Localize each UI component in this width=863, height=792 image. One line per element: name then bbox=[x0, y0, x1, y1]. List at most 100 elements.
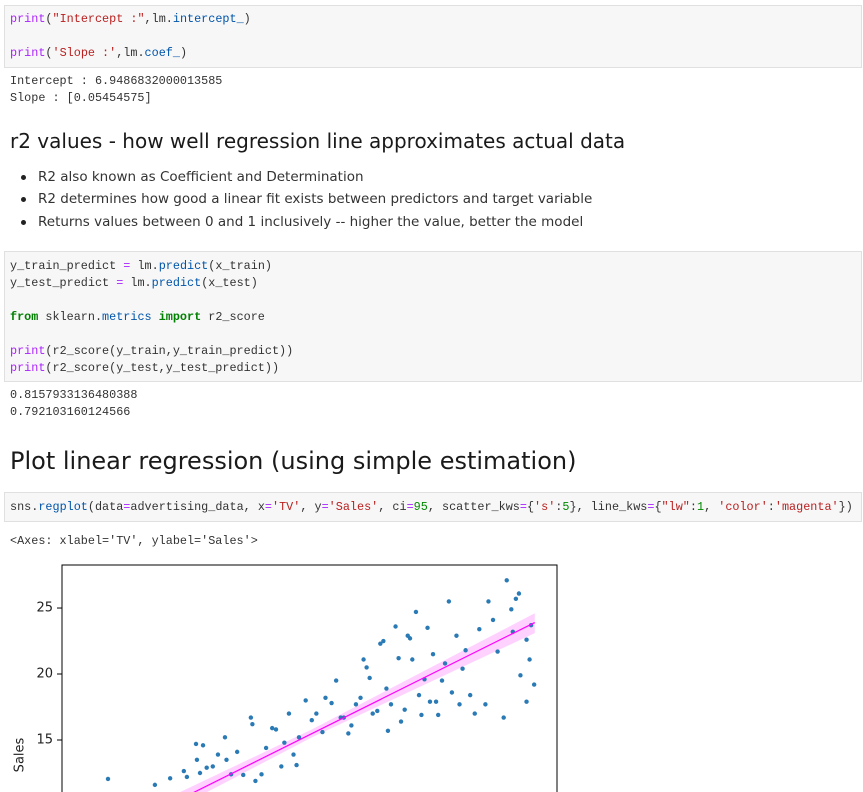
scatter-point bbox=[375, 708, 380, 714]
code-token: , bbox=[704, 500, 719, 514]
scatter-point bbox=[184, 774, 190, 780]
scatter-point bbox=[167, 776, 173, 781]
scatter-point bbox=[396, 655, 401, 661]
scatter-point bbox=[320, 729, 325, 735]
scatter-point bbox=[253, 778, 258, 784]
scatter-point bbox=[329, 700, 334, 706]
scatter-point bbox=[353, 702, 359, 707]
scatter-point bbox=[241, 772, 246, 778]
code-token: (x_test) bbox=[201, 276, 258, 290]
scatter-point bbox=[483, 702, 488, 707]
scatter-point bbox=[509, 607, 514, 612]
scatter-point bbox=[486, 599, 491, 604]
scatter-point bbox=[215, 752, 221, 757]
scatter-point bbox=[193, 741, 199, 747]
code-cell bbox=[4, 5, 862, 68]
confidence-band bbox=[180, 613, 535, 792]
scatter-point bbox=[467, 692, 473, 698]
scatter-point bbox=[407, 636, 413, 641]
code-token: lm. bbox=[130, 259, 159, 273]
scatter-point bbox=[296, 735, 302, 740]
scatter-point bbox=[446, 599, 452, 604]
scatter-point bbox=[524, 699, 529, 704]
code-token: print bbox=[10, 12, 46, 26]
scatter-point bbox=[222, 735, 228, 740]
code-line: sns.regplot(data=advertising_data, x='TV… bbox=[10, 499, 853, 515]
code-token: , ci bbox=[378, 500, 407, 514]
output-line: Slope : [0.05454575] bbox=[10, 91, 152, 105]
code-token: = bbox=[406, 500, 414, 514]
code-line: print(r2_score(y_train,y_train_predict)) bbox=[10, 343, 293, 359]
scatter-point bbox=[263, 745, 269, 751]
scatter-point bbox=[518, 673, 523, 678]
y-axis-label: Sales bbox=[13, 737, 28, 772]
code-token: = bbox=[116, 276, 124, 290]
scatter-point bbox=[152, 782, 158, 788]
output-line: <Axes: xlabel='TV', ylabel='Sales'> bbox=[10, 534, 258, 548]
scatter-point bbox=[309, 718, 314, 723]
code-token: metrics bbox=[102, 310, 152, 324]
code-token: coef_ bbox=[144, 46, 180, 60]
code-token: (data bbox=[87, 500, 124, 514]
scatter-point bbox=[442, 661, 448, 666]
code-token: import bbox=[151, 310, 202, 324]
scatter-point bbox=[413, 609, 419, 615]
code-token: ( bbox=[45, 12, 53, 26]
scatter-point bbox=[273, 727, 279, 732]
code-token: (r2_score(y_train,y_train_predict)) bbox=[45, 344, 294, 358]
scatter-point bbox=[269, 725, 275, 731]
scatter-point bbox=[490, 617, 496, 623]
heading: r2 values - how well regression line app… bbox=[10, 129, 626, 153]
code-token: = bbox=[123, 259, 131, 273]
code-cell bbox=[4, 251, 862, 382]
code-token: ) bbox=[243, 12, 251, 26]
code-token: 1 bbox=[696, 500, 705, 514]
scatter-point bbox=[427, 699, 433, 704]
scatter-point bbox=[303, 698, 308, 703]
y-tick-label: 25 bbox=[36, 601, 53, 616]
code-token: { bbox=[526, 500, 535, 514]
scatter-point bbox=[402, 707, 407, 712]
scatter-point bbox=[384, 686, 389, 691]
scatter-point bbox=[200, 743, 206, 748]
output-line: 0.792103160124566 bbox=[10, 405, 131, 419]
code-line: from sklearn.metrics import r2_score bbox=[10, 309, 265, 325]
code-token: 95 bbox=[413, 500, 428, 514]
code-line: print("Intercept :",lm.intercept_) bbox=[10, 11, 251, 27]
scatter-point bbox=[524, 637, 529, 642]
code-token: : bbox=[555, 500, 563, 514]
code-token: 's' bbox=[534, 500, 556, 514]
code-token: predict bbox=[158, 259, 209, 273]
scatter-point bbox=[291, 752, 296, 757]
code-token: }) bbox=[838, 500, 853, 514]
code-token: = bbox=[123, 500, 131, 514]
code-token: 'Slope :' bbox=[52, 46, 117, 60]
scatter-point bbox=[430, 652, 436, 657]
y-tick-label: 20 bbox=[36, 667, 53, 682]
code-token: print bbox=[10, 46, 46, 60]
code-line: print('Slope :',lm.coef_) bbox=[10, 45, 187, 61]
code-token: print bbox=[10, 344, 46, 358]
scatter-point bbox=[516, 591, 522, 596]
scatter-point bbox=[361, 657, 366, 662]
code-token: = bbox=[519, 500, 527, 514]
code-token: intercept_ bbox=[172, 12, 244, 26]
code-token: r2_score bbox=[201, 310, 265, 324]
code-token: ( bbox=[45, 46, 53, 60]
code-token: { bbox=[654, 500, 662, 514]
scatter-point bbox=[194, 757, 200, 762]
scatter-point bbox=[346, 731, 351, 736]
code-token: = bbox=[647, 500, 655, 514]
scatter-point bbox=[457, 702, 462, 707]
code-token: }, line_kws bbox=[569, 500, 648, 514]
code-token: sklearn. bbox=[38, 310, 103, 324]
scatter-point bbox=[477, 626, 482, 632]
scatter-point bbox=[398, 719, 404, 724]
code-token: advertising_data, x bbox=[130, 500, 265, 514]
scatter-point bbox=[378, 641, 383, 646]
code-line: y_test_predict = lm.predict(x_test) bbox=[10, 275, 258, 291]
code-token: lm. bbox=[123, 276, 152, 290]
scatter-point bbox=[425, 625, 430, 631]
code-token: (r2_score(y_test,y_test_predict)) bbox=[45, 361, 280, 375]
scatter-point bbox=[358, 695, 363, 700]
